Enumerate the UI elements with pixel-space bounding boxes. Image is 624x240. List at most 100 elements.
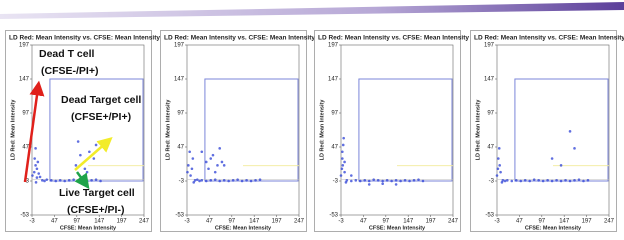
y-tick-label: 97 [331, 111, 338, 117]
chart-title: LD Red: Mean Intensity vs. CFSE: Mean In… [164, 35, 315, 42]
x-tick-label: 247 [604, 219, 615, 225]
x-tick-label: 147 [403, 219, 414, 225]
y-tick-label: -53 [20, 213, 29, 219]
data-point [188, 150, 191, 154]
data-point [343, 160, 346, 164]
data-point [222, 164, 226, 167]
y-axis-label: LD Red: Mean Intensity [165, 99, 171, 161]
data-point [200, 150, 204, 154]
data-point [204, 179, 208, 183]
data-point [421, 179, 425, 183]
chart-title: LD Red: Mean Intensity vs. CFSE: Mean In… [318, 35, 469, 42]
x-tick-label: 197 [117, 219, 128, 225]
data-point [573, 179, 576, 182]
data-point [376, 179, 380, 182]
y-tick-label: 47 [487, 145, 494, 151]
x-tick-label: -3 [184, 219, 190, 225]
data-point [200, 179, 204, 182]
data-point [500, 181, 504, 184]
data-point [74, 164, 78, 167]
y-tick-label: 47 [331, 145, 338, 151]
data-point [94, 143, 98, 147]
header-strip [0, 2, 624, 19]
y-tick-label: 97 [22, 111, 29, 117]
y-tick-label: 197 [19, 43, 30, 49]
y-tick-label: 147 [484, 77, 495, 83]
y-tick-label: 147 [174, 77, 185, 83]
data-point [497, 157, 500, 160]
data-point [191, 157, 195, 160]
data-point [204, 160, 208, 164]
data-point [385, 179, 389, 182]
data-point [240, 179, 244, 183]
data-point [568, 179, 572, 183]
x-tick-label: 247 [448, 219, 459, 225]
data-point [190, 167, 194, 171]
annotation: (CFSE+/PI-) [67, 204, 124, 216]
data-point [231, 179, 235, 182]
data-point [358, 179, 362, 183]
data-point [35, 176, 39, 179]
data-point [390, 179, 393, 183]
data-point [207, 167, 210, 171]
data-point [37, 172, 41, 175]
data-point [506, 179, 509, 182]
y-tick-label: -53 [329, 213, 338, 219]
data-point [344, 181, 348, 184]
data-point [541, 179, 545, 183]
data-point [403, 179, 407, 182]
data-point [532, 178, 536, 181]
data-point [354, 179, 358, 182]
data-point [254, 179, 257, 182]
annotation: Live Target cell [59, 187, 135, 199]
data-point [85, 170, 89, 174]
data-point [381, 182, 384, 186]
x-tick-label: 247 [294, 219, 305, 225]
x-tick-label: -3 [338, 219, 344, 225]
y-axis-label: LD Red: Mean Intensity [319, 99, 325, 161]
data-point [345, 179, 349, 182]
annotation: (CFSE+/PI+) [71, 111, 131, 123]
chart-title: LD Red: Mean Intensity vs. CFSE: Mean In… [474, 35, 624, 42]
y-tick-label: 47 [177, 145, 184, 151]
y-tick-label: 147 [328, 77, 339, 83]
data-point [218, 179, 222, 183]
data-point [363, 179, 367, 182]
data-point [582, 179, 585, 183]
data-point [501, 179, 505, 182]
data-point [41, 179, 44, 182]
data-point [577, 178, 581, 181]
data-point [341, 150, 344, 154]
data-point [196, 178, 199, 181]
data-point [218, 147, 222, 150]
data-point [341, 157, 344, 160]
chart-panel: LD Red: Mean Intensity vs. CFSE: Mean In… [160, 30, 315, 232]
arrow [23, 80, 45, 183]
y-tick-label: 97 [177, 111, 184, 117]
y-tick-label: 47 [22, 145, 29, 151]
data-point [342, 136, 345, 140]
data-point [343, 170, 346, 174]
y-tick-label: -53 [485, 213, 494, 219]
plot-area [496, 44, 610, 216]
data-point [394, 183, 398, 186]
data-point [189, 174, 192, 177]
data-point [245, 179, 248, 182]
data-point [79, 153, 82, 157]
data-point [367, 179, 371, 183]
data-point [510, 179, 514, 183]
annotation: Dead Target cell [61, 94, 141, 106]
data-point [564, 179, 567, 182]
data-point [568, 130, 572, 133]
y-tick-label: -3 [179, 179, 185, 185]
data-point [408, 179, 411, 183]
data-point [417, 178, 420, 181]
data-point [67, 179, 71, 182]
data-point [499, 170, 502, 174]
data-point [412, 179, 416, 182]
x-tick-label: 247 [139, 219, 150, 225]
y-tick-label: 197 [174, 43, 185, 49]
data-point [209, 157, 213, 160]
data-point [54, 179, 58, 183]
